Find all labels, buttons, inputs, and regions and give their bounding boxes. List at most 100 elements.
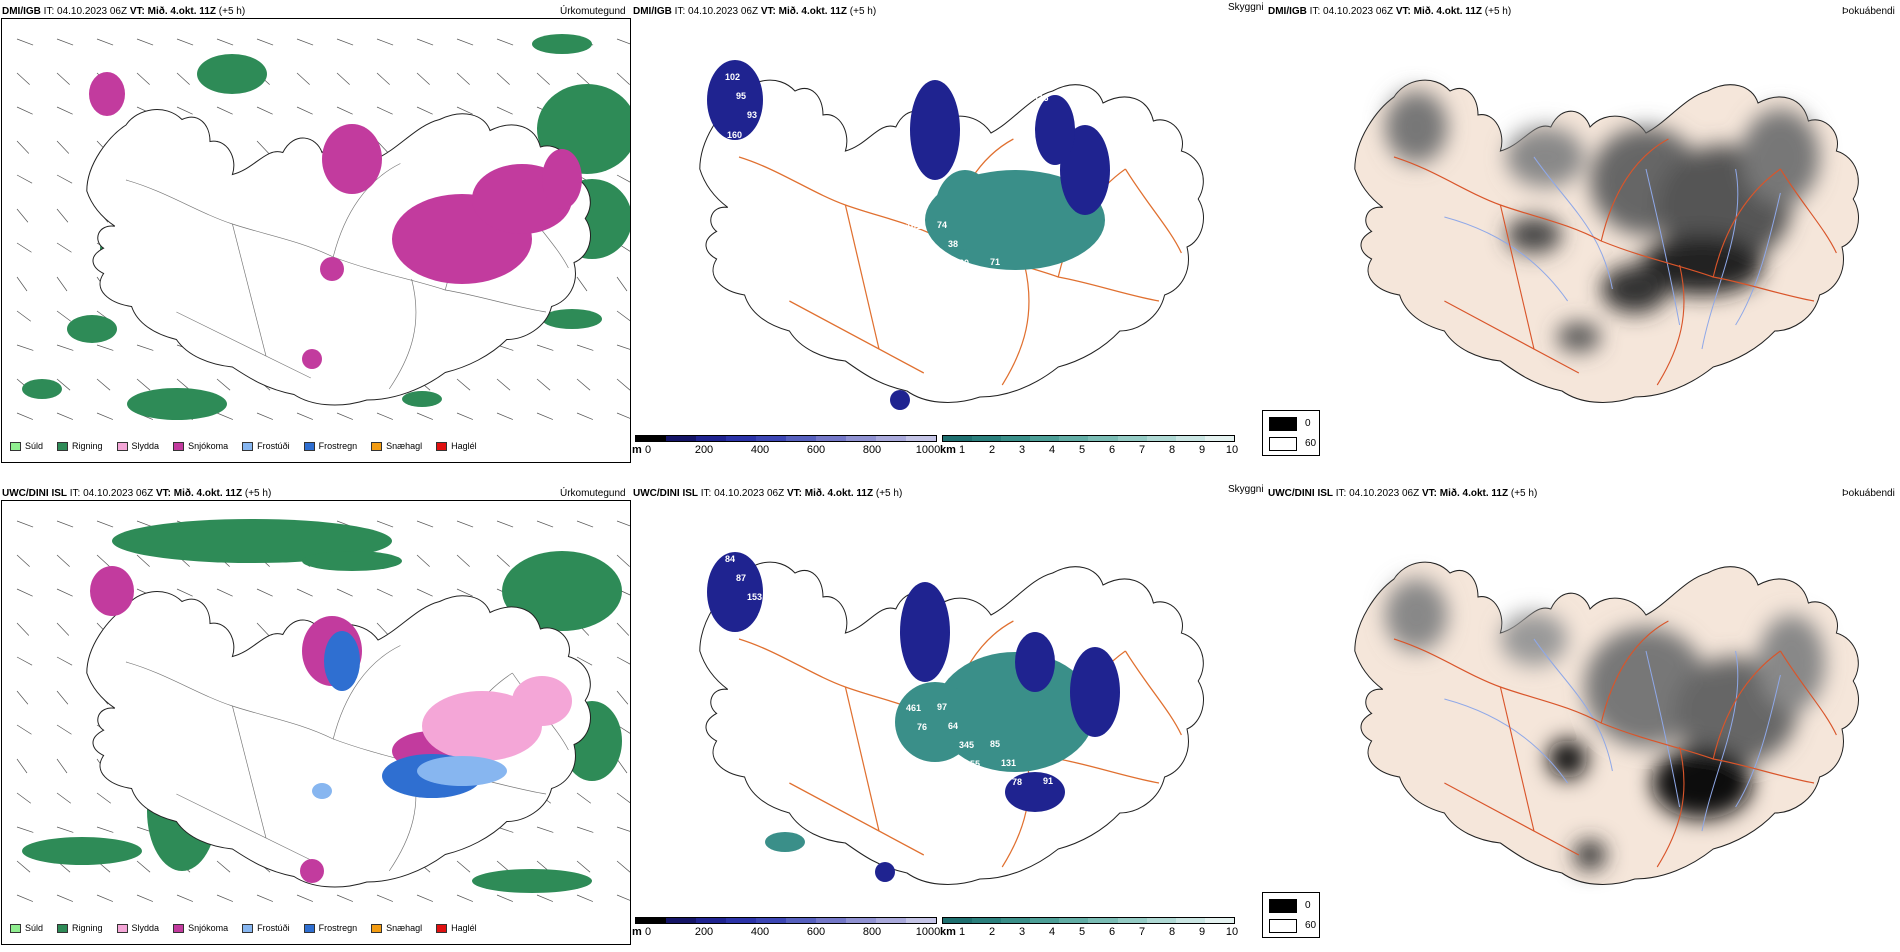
wind-barb	[256, 140, 270, 154]
cloud-base-label: 116	[1034, 93, 1049, 103]
wind-barb	[16, 860, 31, 873]
colorbar-cell	[846, 436, 876, 441]
lead-time: (+5 h)	[1510, 488, 1538, 499]
fog-panel-title: Þokuábendi	[1842, 488, 1895, 499]
fog-swatch	[1269, 437, 1297, 451]
cloud-base-label: 64	[948, 721, 958, 731]
wind-barb	[576, 344, 594, 351]
colorbar-cell	[943, 918, 973, 923]
cloud-base-label: 144	[769, 148, 784, 158]
rain-area	[22, 837, 142, 865]
fog-panel-title: Þokuábendi	[1842, 6, 1895, 17]
wind-barb	[376, 894, 394, 902]
cloud-base-label: 93	[747, 110, 757, 120]
wind-barb	[16, 276, 28, 292]
road-line	[1712, 168, 1781, 278]
iceland-outline-group	[86, 591, 591, 888]
cloud-base-tick: 400	[750, 444, 770, 456]
fog-area	[1651, 747, 1753, 819]
it-label: IT:	[674, 6, 686, 17]
fog-map	[1354, 561, 1859, 885]
colorbar-cell	[876, 436, 906, 441]
legend-label: Frostregn	[318, 923, 358, 933]
wind-barb	[616, 412, 630, 420]
colorbar-cell	[906, 918, 936, 923]
cloud-base-label: 99	[884, 665, 894, 675]
visibility-tick: 6	[1108, 926, 1116, 938]
wind-barb	[256, 894, 274, 902]
wind-barb	[136, 344, 154, 351]
rain-area	[197, 54, 267, 94]
cloud-base-tick: 800	[862, 926, 882, 938]
cloud-base-label: 59	[1012, 295, 1022, 305]
cloud-base-label: 64	[895, 684, 905, 694]
road-line	[1393, 156, 1815, 302]
rain-area	[127, 388, 227, 420]
wind-barb	[56, 344, 74, 351]
visibility-ticks: 1 2 3 4 5 6 7 8 9 10	[959, 926, 1242, 940]
cloud-base-tick: 0	[644, 444, 652, 456]
legend-label: Slydda	[131, 441, 160, 451]
road-line	[1124, 168, 1182, 254]
visibility-tick: 4	[1048, 444, 1056, 456]
sleet-area	[512, 676, 572, 726]
wind-barb	[296, 38, 314, 46]
visibility-tick: 10	[1225, 444, 1239, 456]
cloud-base-label: 502	[864, 203, 879, 213]
model-name: UWC/DINI ISL	[2, 488, 67, 499]
cloud-base-label: 38	[948, 239, 958, 249]
colorbar-cell	[943, 436, 973, 441]
colorbar-cell	[1117, 436, 1147, 441]
road-line	[789, 300, 925, 374]
cloud-base-label: 461	[906, 703, 921, 713]
wind-barb	[136, 554, 150, 567]
vt-value: Mið. 4.okt. 11Z	[147, 6, 216, 17]
road-line	[1499, 204, 1535, 350]
wind-barb	[336, 894, 354, 902]
legend-item: Snjókoma	[173, 923, 228, 933]
fog-legend: 0 60	[1262, 892, 1320, 938]
cloud-base-label: 180	[1054, 73, 1069, 83]
it-value: 04.10.2023 06Z	[688, 6, 759, 17]
fog-area	[1547, 739, 1588, 779]
colorbar-cell	[906, 436, 936, 441]
wind-barb	[16, 208, 29, 223]
visibility-tick: 5	[1078, 926, 1086, 938]
wind-barb	[576, 792, 592, 804]
wind-barb	[576, 378, 591, 391]
wind-barb	[376, 588, 393, 597]
fog-area	[1758, 615, 1826, 711]
road-line	[332, 163, 401, 258]
vt-label: VT:	[129, 6, 145, 17]
low-cloud-base-area	[1015, 632, 1055, 692]
wind-barb	[416, 894, 434, 902]
it-value: 04.10.2023 06Z	[57, 6, 128, 17]
fog-map	[1354, 79, 1859, 403]
colorbar-cell	[972, 918, 1002, 923]
wind-barb	[96, 792, 112, 804]
wind-barb	[416, 106, 433, 115]
model-name: DMI/IGB	[2, 6, 41, 17]
wind-barb	[376, 412, 394, 420]
wind-barb	[56, 174, 73, 184]
cloud-base-label: 102	[725, 72, 740, 82]
road-line	[232, 705, 267, 839]
precip-header: UWC/DINI ISL IT: 04.10.2023 06Z VT: Mið.…	[2, 488, 271, 500]
cloud-base-label: 61	[831, 146, 841, 156]
wind-barb	[56, 520, 74, 528]
cloud-base-label: 96	[800, 147, 810, 157]
vt-value: Mið. 4.okt. 11Z	[804, 488, 874, 499]
wind-barb	[16, 72, 30, 85]
cloud-base-label: 100	[789, 610, 804, 620]
rain-area	[112, 519, 392, 563]
cloud-base-label: 55	[970, 759, 980, 769]
visibility-tick: 1	[958, 444, 966, 456]
it-label: IT:	[700, 488, 712, 499]
legend-swatch	[57, 441, 69, 451]
road-line	[1779, 650, 1837, 736]
low-cloud-base-area	[875, 862, 895, 882]
wind-barb	[376, 140, 390, 154]
wind-barb	[536, 412, 554, 420]
legend-label: Slydda	[131, 923, 160, 933]
snow-area	[322, 124, 382, 194]
